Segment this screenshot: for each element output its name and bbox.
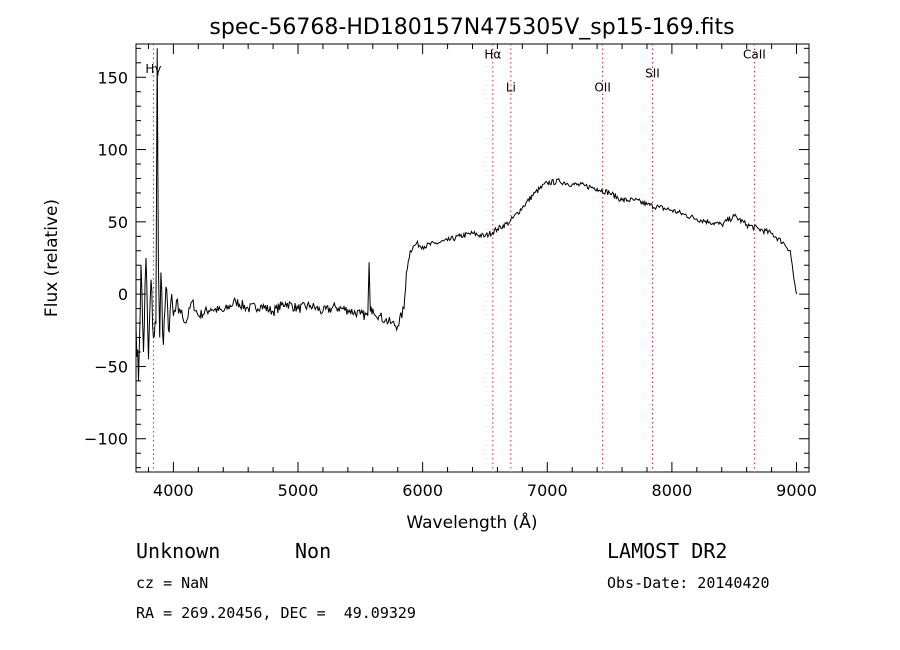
y-tick-label: −50 (94, 357, 128, 376)
subclass-label: Non (295, 539, 332, 563)
y-axis-label: Flux (relative) (42, 199, 62, 317)
survey-label: LAMOST DR2 (607, 539, 728, 563)
x-tick-label: 9000 (776, 481, 817, 500)
plot-frame (135, 43, 810, 473)
y-tick-label: 100 (97, 141, 128, 160)
x-tick-label: 6000 (402, 481, 443, 500)
x-axis-label: Wavelength (Å) (406, 511, 537, 533)
y-tick-label: 0 (118, 285, 128, 304)
spectral-line-label: Hα (484, 47, 501, 61)
x-tick-label: 5000 (278, 481, 319, 500)
y-tick-label: −100 (84, 430, 128, 449)
spectral-line-label: OII (594, 81, 611, 95)
spectral-line-label: Hγ (145, 62, 161, 76)
flux-line (135, 48, 797, 381)
chart-title: spec-56768-HD180157N475305V_sp15-169.fit… (209, 15, 734, 40)
spectrum-chart: spec-56768-HD180157N475305V_sp15-169.fit… (42, 15, 817, 533)
y-tick-label: 50 (108, 213, 128, 232)
class-label: Unknown (136, 539, 221, 563)
cz-value: cz = NaN (136, 574, 209, 592)
x-tick-label: 4000 (153, 481, 194, 500)
line-markers: Hγ Hα Li OII SII CaII (145, 44, 766, 472)
x-tick-label: 8000 (652, 481, 693, 500)
axis-ticks: 4000 5000 6000 7000 8000 9000 −100 −50 0 50 100 150 (84, 44, 817, 500)
spectral-line-label: SII (645, 66, 660, 80)
x-tick-label: 7000 (527, 481, 568, 500)
obs-date: Obs-Date: 20140420 (607, 574, 770, 592)
spectral-line-label: CaII (743, 47, 766, 61)
y-tick-label: 150 (97, 68, 128, 87)
spectral-line-label: Li (506, 81, 516, 95)
coordinates: RA = 269.20456, DEC = 49.09329 (136, 604, 416, 622)
